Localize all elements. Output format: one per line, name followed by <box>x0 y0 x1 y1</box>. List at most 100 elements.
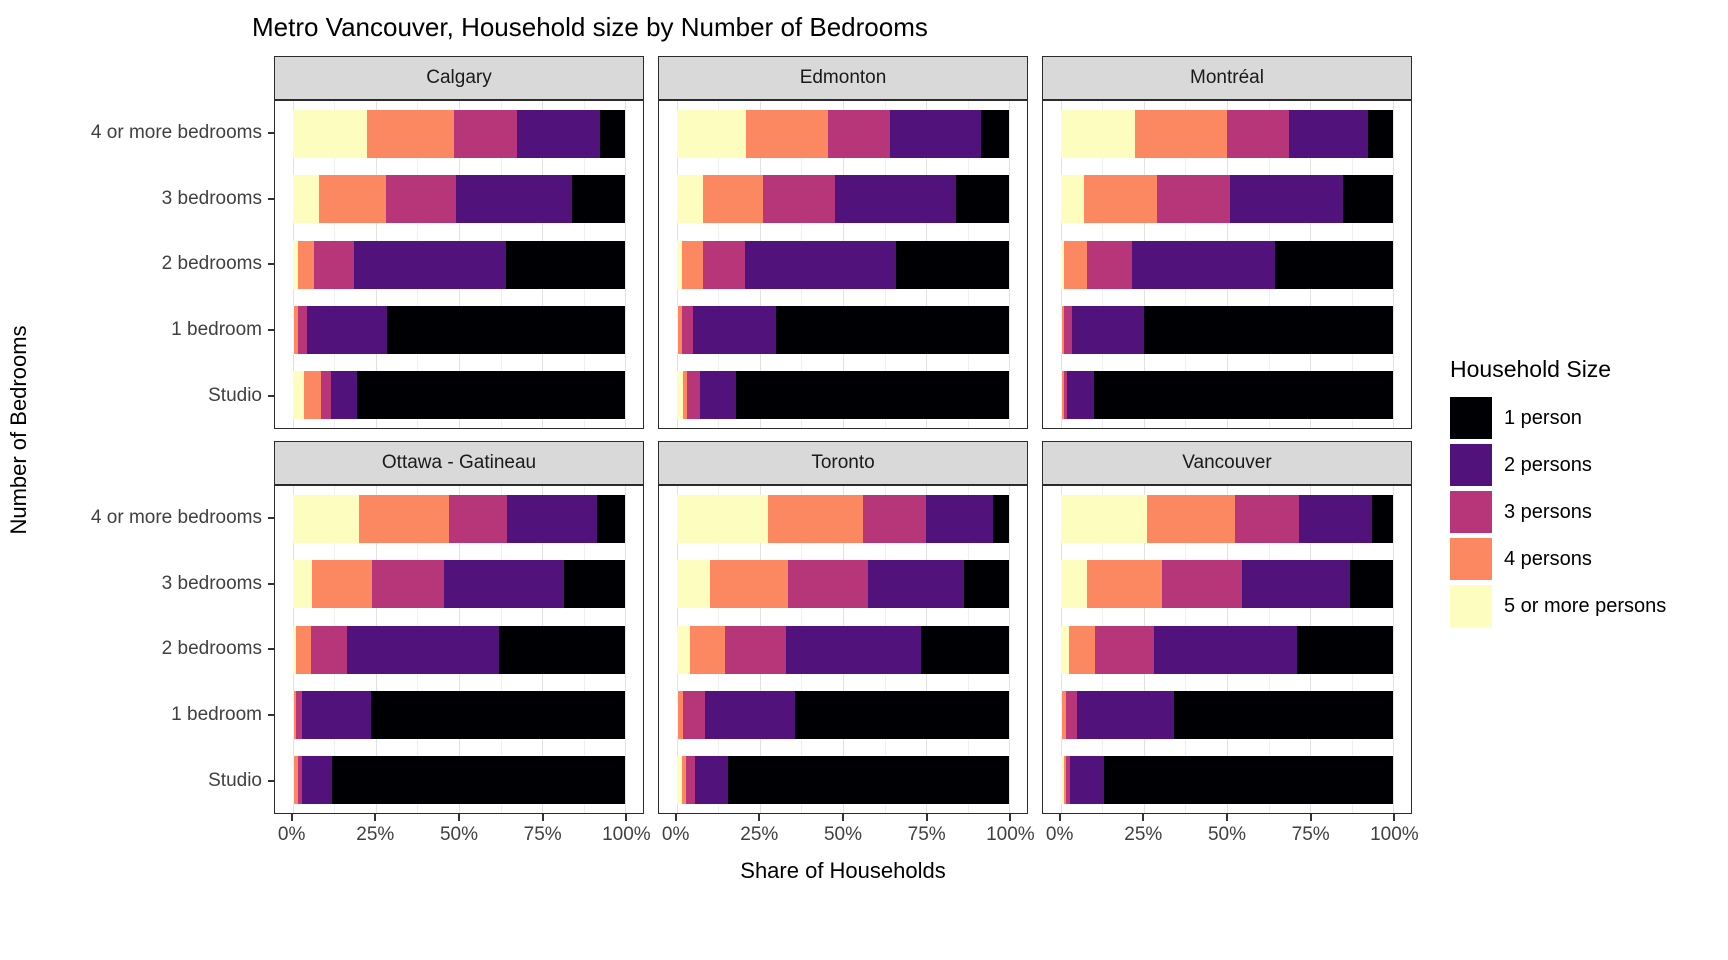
bar-segment <box>1095 625 1154 674</box>
bar-row <box>659 101 1027 166</box>
facet-panel-ottawa-gatineau <box>274 485 644 814</box>
bar-segment <box>312 560 373 609</box>
bar-segment <box>786 625 922 674</box>
bar-segment <box>387 305 626 354</box>
gridline-major <box>1009 101 1011 428</box>
y-axis-label: Studio <box>208 770 262 792</box>
facet-panel-toronto <box>658 485 1028 814</box>
bar-segment <box>1072 305 1144 354</box>
bar-segment <box>600 109 626 158</box>
legend-item-label: 2 persons <box>1504 453 1592 476</box>
bar-segment <box>357 371 626 420</box>
bar-row <box>275 297 643 362</box>
bar-segment <box>704 690 795 739</box>
bar-segment <box>354 240 506 289</box>
x-axis-tick-label: 50% <box>439 824 478 845</box>
bar-segment <box>746 109 828 158</box>
x-axis-tick-label: 100% <box>1370 824 1419 845</box>
bar-segment <box>1143 305 1394 354</box>
y-axis-tick <box>268 263 274 266</box>
facet-strip: Montréal <box>1042 56 1412 100</box>
x-axis-tick-label: 0% <box>1045 824 1074 845</box>
y-axis-label: 4 or more bedrooms <box>90 506 262 528</box>
bar-segment <box>724 625 787 674</box>
bar-row <box>275 617 643 682</box>
y-axis-label: 3 bedrooms <box>161 187 262 209</box>
bar-segment <box>776 305 1010 354</box>
bar-segment <box>1060 625 1069 674</box>
bar-segment <box>385 175 456 224</box>
y-axis-tick <box>268 197 274 200</box>
y-axis-label: 2 bedrooms <box>161 638 262 660</box>
bar-segment <box>1060 690 1063 739</box>
bar-segment <box>517 109 601 158</box>
bar-segment <box>292 175 320 224</box>
x-axis-tick-label: 50% <box>823 824 862 845</box>
x-axis-tick-label: 50% <box>1207 824 1246 845</box>
stacked-bar <box>676 625 1010 674</box>
stacked-bar <box>1060 560 1394 609</box>
bar-segment <box>1173 690 1394 739</box>
bar-segment <box>443 560 564 609</box>
bars <box>275 101 643 428</box>
y-axis-label-band: 3 bedrooms <box>28 166 274 232</box>
bar-row <box>659 551 1027 616</box>
bar-segment <box>788 560 868 609</box>
legend: Household Size 1 person 2 persons 3 person… <box>1450 356 1720 632</box>
bar-segment <box>763 175 835 224</box>
stacked-bar <box>292 690 626 739</box>
bar-segment <box>292 109 368 158</box>
stacked-bar <box>676 371 1010 420</box>
bar-segment <box>926 494 993 543</box>
bar-segment <box>294 756 298 805</box>
bar-segment <box>292 494 360 543</box>
bar-row <box>275 486 643 551</box>
bar-segment <box>295 690 303 739</box>
bar-segment <box>1077 690 1174 739</box>
bar-segment <box>1275 240 1394 289</box>
bar-segment <box>1162 560 1242 609</box>
bar-segment <box>676 560 710 609</box>
bar-segment <box>964 560 1010 609</box>
y-axis-tick <box>268 582 274 585</box>
stacked-bar <box>676 756 1010 805</box>
x-axis-tick <box>541 814 544 821</box>
bar-segment <box>297 240 315 289</box>
bar-row <box>275 682 643 747</box>
facet-strip-row: Ottawa - Gatineau Toronto Vancouver <box>274 441 1412 485</box>
bar-row <box>275 748 643 813</box>
facet-strip: Edmonton <box>658 56 1028 100</box>
stacked-bar <box>1060 371 1394 420</box>
bar-segment <box>1065 756 1071 805</box>
bar-segment <box>676 756 682 805</box>
bar-row <box>659 363 1027 428</box>
bar-segment <box>294 305 298 354</box>
y-axis-label: Studio <box>208 385 262 407</box>
x-axis-tick-label: 0% <box>661 824 690 845</box>
bar-segment <box>703 240 745 289</box>
y-axis-tick <box>268 131 274 134</box>
bar-segment <box>1060 175 1084 224</box>
bar-segment <box>1235 494 1299 543</box>
legend-title: Household Size <box>1450 356 1612 382</box>
bar-segment <box>1063 756 1066 805</box>
bar-segment <box>676 494 769 543</box>
bar-segment <box>1343 175 1394 224</box>
legend-swatch <box>1450 585 1492 627</box>
bar-segment <box>1070 756 1104 805</box>
bar-row <box>275 363 643 428</box>
x-axis-tick-label: 25% <box>1124 824 1163 845</box>
bar-segment <box>367 109 454 158</box>
bar-segment <box>1062 690 1066 739</box>
bar-segment <box>292 756 295 805</box>
bars <box>1043 101 1411 428</box>
bar-segment <box>1147 494 1236 543</box>
bar-segment <box>1065 690 1078 739</box>
bar-segment <box>862 494 927 543</box>
x-axis-tick-label: 100% <box>986 824 1035 845</box>
bar-segment <box>1060 305 1063 354</box>
bar-segment <box>302 756 333 805</box>
bar-segment <box>292 371 305 420</box>
y-axis-labels: 4 or more bedrooms 3 bedrooms 2 bedrooms 1 … <box>28 100 274 429</box>
bar-row <box>659 232 1027 297</box>
